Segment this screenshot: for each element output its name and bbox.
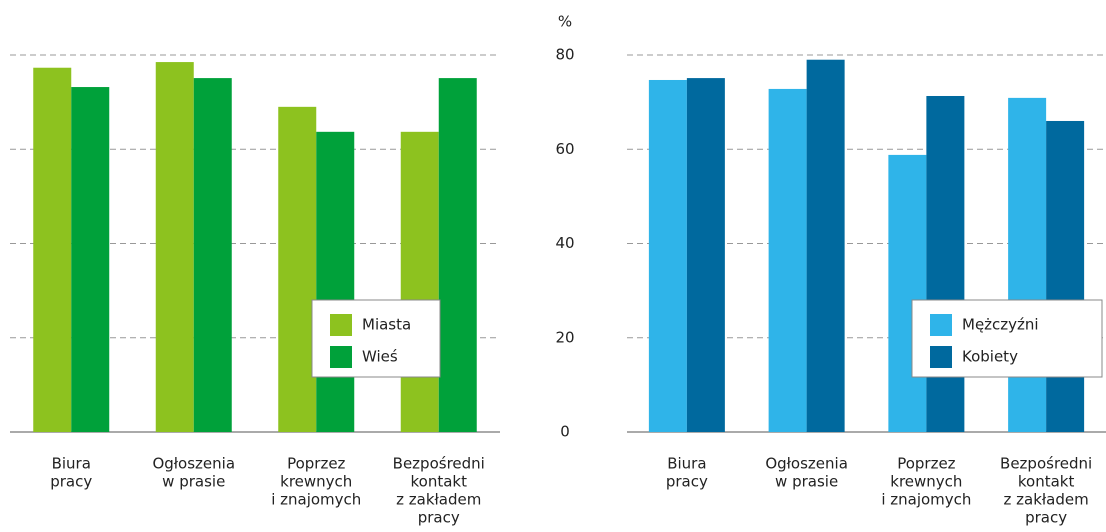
bar — [155, 62, 194, 432]
x-tick-label: krewnych — [280, 473, 352, 491]
x-tick-label: Ogłoszenia — [765, 455, 848, 473]
bar — [400, 131, 439, 432]
y-axis-label: % — [558, 13, 572, 31]
x-tick-label: pracy — [50, 473, 92, 491]
x-tick-label: kontakt — [1018, 473, 1075, 491]
x-tick-label: z zakładem — [396, 491, 481, 509]
x-tick-label: i znajomych — [271, 491, 361, 509]
x-tick-label: w prasie — [162, 473, 225, 491]
legend-swatch — [330, 346, 352, 368]
x-tick-label: Bezpośredni — [1000, 455, 1092, 473]
bar — [806, 59, 845, 433]
bar — [33, 67, 72, 432]
legend-label: Wieś — [362, 348, 398, 366]
bar — [768, 88, 807, 433]
legend-swatch — [930, 346, 952, 368]
bar — [648, 79, 687, 432]
x-tick-label: w prasie — [775, 473, 838, 491]
bar — [316, 131, 355, 432]
bar — [193, 78, 232, 432]
y-tick-label: 20 — [555, 328, 574, 346]
x-tick-label: Ogłoszenia — [152, 455, 235, 473]
x-tick-label: kontakt — [411, 473, 468, 491]
legend-swatch — [930, 314, 952, 336]
x-tick-label: Poprzez — [897, 455, 955, 473]
bar — [926, 95, 965, 432]
y-tick-label: 80 — [555, 46, 574, 64]
legend-label: Kobiety — [962, 348, 1018, 366]
bar — [888, 154, 927, 432]
y-tick-label: 60 — [555, 140, 574, 158]
x-tick-label: pracy — [666, 473, 708, 491]
legend-label: Miasta — [362, 316, 411, 334]
legend-label: Mężczyźni — [962, 316, 1039, 334]
bar — [71, 87, 110, 433]
legend-swatch — [330, 314, 352, 336]
x-tick-label: pracy — [418, 509, 460, 527]
bar — [278, 106, 317, 433]
bar — [1046, 120, 1085, 432]
x-tick-label: Biura — [667, 455, 706, 473]
x-tick-label: Biura — [52, 455, 91, 473]
y-tick-label: 40 — [555, 234, 574, 252]
x-tick-label: i znajomych — [881, 491, 971, 509]
x-tick-label: z zakładem — [1004, 491, 1089, 509]
x-tick-label: krewnych — [890, 473, 962, 491]
y-tick-label: 0 — [560, 423, 570, 441]
x-tick-label: pracy — [1025, 509, 1067, 527]
x-tick-label: Poprzez — [287, 455, 345, 473]
bar — [686, 78, 725, 432]
bar — [1008, 97, 1047, 432]
bar — [438, 78, 477, 432]
x-tick-label: Bezpośredni — [393, 455, 485, 473]
